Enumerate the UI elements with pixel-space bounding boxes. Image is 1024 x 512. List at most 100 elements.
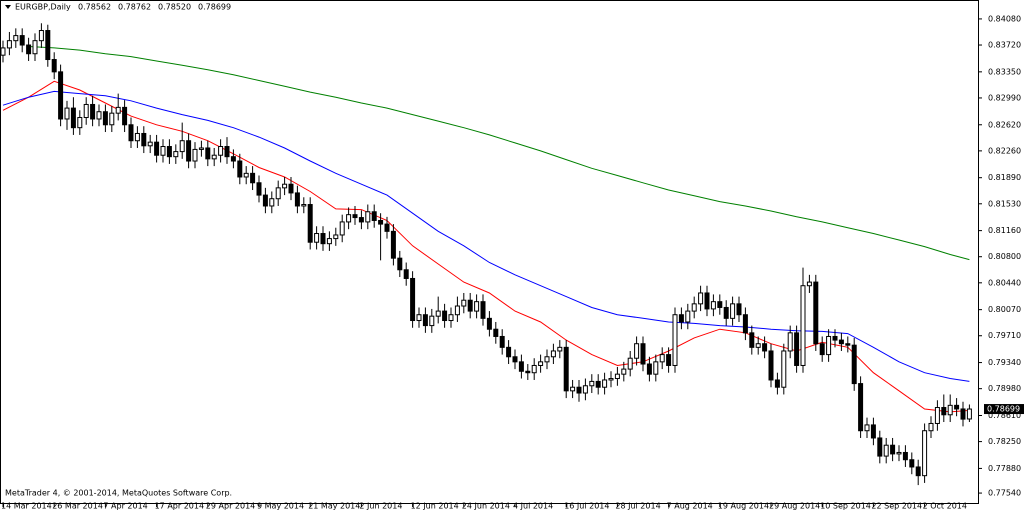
candle-body xyxy=(198,147,204,150)
candle-body xyxy=(122,106,128,126)
candle-body xyxy=(634,343,640,359)
candle-body xyxy=(819,343,825,356)
candle-body xyxy=(755,343,761,348)
x-tick-label: 4 Jul 2014 xyxy=(513,502,553,511)
symbol: EURGBP,Daily xyxy=(15,3,71,12)
y-tick-label: 0.77540 xyxy=(988,489,1021,498)
candle-body xyxy=(762,343,768,352)
candle-body xyxy=(666,354,672,366)
x-tick-label: 29 Apr 2014 xyxy=(206,502,255,511)
candle-body xyxy=(781,350,787,388)
candle-body xyxy=(742,314,748,334)
candle-body xyxy=(646,363,652,375)
candle-body xyxy=(32,40,38,55)
candle-body xyxy=(499,335,505,348)
candle-body xyxy=(288,183,294,194)
candle-body xyxy=(0,47,6,56)
candle-body xyxy=(192,148,198,162)
candle-body xyxy=(864,424,870,432)
candle-body xyxy=(730,303,736,319)
candle-body xyxy=(429,315,435,327)
y-tick-label: 0.78610 xyxy=(988,411,1021,420)
candle-body xyxy=(659,354,665,363)
candle-body xyxy=(448,314,454,322)
candle-body xyxy=(800,285,806,366)
candle-body xyxy=(147,141,153,147)
candle-body xyxy=(45,30,51,61)
candle-body xyxy=(691,303,697,312)
y-tick-label: 0.80800 xyxy=(988,252,1021,261)
candle-body xyxy=(614,373,620,380)
candle-body xyxy=(416,314,422,322)
candle-body xyxy=(390,230,396,259)
candle-body xyxy=(442,310,448,322)
candle-body xyxy=(397,257,403,271)
candle-body xyxy=(38,30,44,42)
header-value: 0.78762 xyxy=(118,3,151,12)
candle-body xyxy=(934,407,940,424)
price-label: 0.78699 xyxy=(987,405,1020,414)
candle-body xyxy=(83,103,89,119)
candle-body xyxy=(282,183,288,189)
candle-body xyxy=(166,146,172,158)
candle-body xyxy=(269,198,275,207)
candle-body xyxy=(672,314,678,366)
x-tick-label: 14 Mar 2014 xyxy=(1,502,52,511)
candle-body xyxy=(915,466,921,477)
x-tick-label: 9 May 2014 xyxy=(257,502,304,511)
candle-body xyxy=(576,386,582,394)
candle-body xyxy=(96,111,102,120)
candle-body xyxy=(134,132,140,142)
candle-body xyxy=(518,361,524,372)
candle-body xyxy=(461,299,467,307)
candle-body xyxy=(237,160,243,178)
x-tick-label: 24 Jun 2014 xyxy=(462,502,510,511)
x-tick-label: 12 Jun 2014 xyxy=(411,502,459,511)
candle-body xyxy=(787,332,793,352)
candle-body xyxy=(595,380,601,388)
y-tick-label: 0.78980 xyxy=(988,384,1021,393)
candle-body xyxy=(115,106,121,114)
candle-body xyxy=(563,346,569,392)
candle-body xyxy=(378,219,384,225)
candle-body xyxy=(883,444,889,457)
candle-body xyxy=(13,35,19,42)
candle-body xyxy=(890,444,896,455)
candle-body xyxy=(845,343,851,346)
candle-body xyxy=(902,451,908,461)
y-tick-label: 0.79340 xyxy=(988,358,1021,367)
candle-body xyxy=(723,306,729,319)
candle-body xyxy=(58,71,64,120)
candle-body xyxy=(736,303,742,316)
candle-body xyxy=(333,234,339,240)
candle-body xyxy=(102,111,108,126)
candle-body xyxy=(512,356,518,363)
candle-body xyxy=(64,107,70,120)
candle-body xyxy=(410,277,416,322)
x-tick-label: 22 Sep 2014 xyxy=(871,502,922,511)
candle-body xyxy=(774,379,780,388)
candle-body xyxy=(544,356,550,363)
candle-body xyxy=(211,154,217,160)
moving-average xyxy=(28,46,970,261)
header-value: 0.78562 xyxy=(78,3,111,12)
candle-body xyxy=(51,59,57,73)
candle-body xyxy=(352,214,358,219)
x-tick-label: 16 Jul 2014 xyxy=(564,502,609,511)
candle-body xyxy=(877,437,883,457)
candle-body xyxy=(141,132,147,147)
candle-body xyxy=(160,146,166,156)
candle-body xyxy=(928,422,934,432)
candle-body xyxy=(589,380,595,387)
x-tick-label: 2 Oct 2014 xyxy=(923,502,967,511)
candle-body xyxy=(6,40,12,49)
candle-body xyxy=(26,44,32,55)
candle-body xyxy=(19,35,25,46)
candle-body xyxy=(493,328,499,337)
candle-body xyxy=(294,192,300,207)
y-tick-label: 0.77880 xyxy=(988,464,1021,473)
x-tick-label: 28 Jul 2014 xyxy=(615,502,660,511)
header-value: 0.78520 xyxy=(158,3,191,12)
candle-body xyxy=(710,301,716,310)
